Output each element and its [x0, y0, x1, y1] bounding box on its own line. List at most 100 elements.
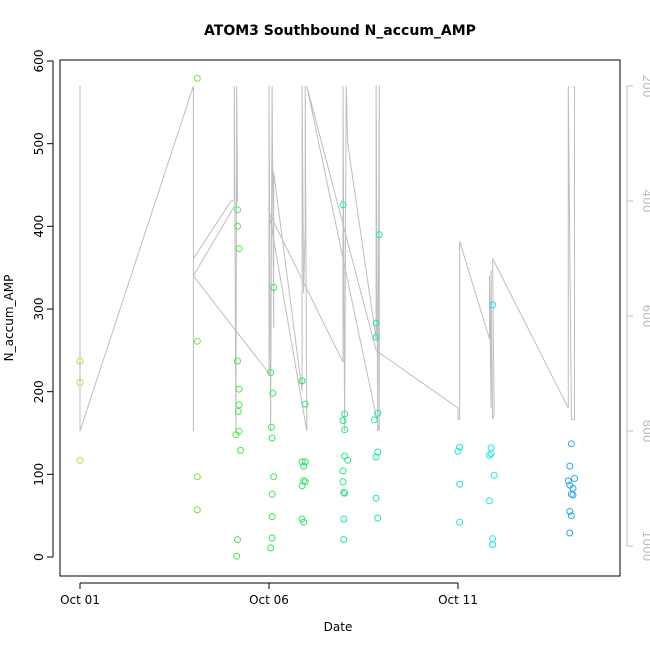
data-point: [193, 74, 201, 82]
data-point: [341, 426, 349, 434]
data-point: [267, 423, 275, 431]
x-axis-label: Date: [324, 620, 353, 634]
chart-title: ATOM3 Southbound N_accum_AMP: [204, 23, 476, 39]
points-layer: [76, 74, 578, 560]
data-point: [340, 515, 348, 523]
data-point: [268, 513, 276, 520]
data-point: [298, 515, 306, 523]
data-point: [372, 333, 380, 341]
y2-tick-label: 1000: [640, 531, 650, 562]
data-point: [234, 222, 241, 230]
data-point: [234, 357, 241, 365]
data-point: [298, 458, 306, 466]
data-point: [193, 506, 201, 514]
data-point: [193, 473, 201, 481]
data-point: [76, 357, 84, 365]
data-point: [341, 452, 349, 460]
data-point: [298, 377, 306, 385]
data-point: [268, 434, 276, 442]
data-point: [456, 480, 464, 488]
data-point: [344, 456, 352, 464]
y-axis-label: N_accum_AMP: [2, 275, 16, 362]
y2-tick-label: 800: [640, 420, 650, 443]
y2-tick-label: 600: [640, 305, 650, 328]
data-point: [374, 409, 382, 417]
data-point: [489, 301, 497, 309]
axes-layer: 0 100 200 300 400 500 600 Oct 01 Oct 06 Oct 11 200…: [32, 50, 650, 607]
data-point: [340, 536, 348, 544]
data-point: [372, 319, 380, 327]
data-point: [566, 529, 574, 537]
data-point: [374, 448, 382, 456]
data-point: [269, 389, 277, 397]
data-point: [235, 401, 243, 409]
x-tick-label: Oct 11: [438, 593, 478, 607]
data-point: [567, 512, 575, 520]
data-point: [486, 497, 493, 505]
data-point: [456, 518, 464, 526]
x-tick-label: Oct 06: [249, 593, 289, 607]
data-point: [301, 458, 309, 466]
data-point: [233, 552, 241, 560]
data-point: [341, 410, 349, 418]
data-point: [235, 245, 243, 253]
y-tick-label: 500: [32, 132, 46, 155]
data-point: [298, 482, 306, 490]
y2-tick-label: 400: [640, 190, 650, 213]
data-point: [267, 369, 275, 377]
data-point: [234, 206, 241, 214]
y-tick-label: 400: [32, 215, 46, 238]
data-point: [372, 453, 380, 461]
data-point: [341, 489, 349, 497]
data-point: [489, 535, 497, 543]
data-point: [489, 541, 497, 549]
data-point: [267, 544, 275, 552]
data-point: [486, 451, 493, 459]
data-point: [374, 514, 382, 522]
data-point: [193, 337, 201, 345]
data-point: [232, 431, 240, 439]
data-point: [340, 489, 348, 496]
data-point: [268, 534, 276, 542]
data-point: [454, 447, 462, 455]
data-point: [270, 473, 278, 481]
data-point: [234, 536, 241, 544]
data-point: [339, 478, 347, 486]
data-point: [234, 408, 242, 415]
y2-tick-label: 200: [640, 75, 650, 98]
data-point: [270, 284, 278, 291]
secondary-series-layer: [79, 85, 575, 432]
y2-series-line: [79, 85, 575, 432]
data-point: [375, 231, 383, 239]
data-point: [487, 450, 495, 458]
data-point: [571, 475, 578, 482]
data-point: [339, 467, 347, 475]
x-tick-label: Oct 01: [60, 593, 100, 607]
data-point: [564, 477, 572, 485]
y-tick-label: 200: [32, 380, 46, 403]
data-point: [76, 379, 84, 387]
data-point: [567, 440, 575, 448]
data-point: [268, 490, 276, 498]
data-point: [339, 201, 347, 209]
data-point: [569, 491, 577, 499]
data-point: [490, 471, 498, 479]
data-point: [301, 400, 309, 408]
data-point: [487, 444, 495, 452]
data-point: [76, 456, 84, 464]
data-point: [300, 518, 308, 526]
y-tick-label: 0: [32, 553, 46, 561]
plot-box: [59, 59, 621, 577]
data-point: [566, 508, 574, 515]
y-tick-label: 600: [32, 50, 46, 73]
data-point: [566, 462, 574, 470]
y-tick-label: 300: [32, 298, 46, 321]
y-tick-label: 100: [32, 463, 46, 486]
data-point: [339, 417, 347, 425]
data-point: [235, 385, 243, 393]
data-point: [456, 443, 464, 451]
data-point: [237, 446, 245, 454]
data-point: [372, 494, 380, 502]
data-point: [300, 462, 308, 470]
